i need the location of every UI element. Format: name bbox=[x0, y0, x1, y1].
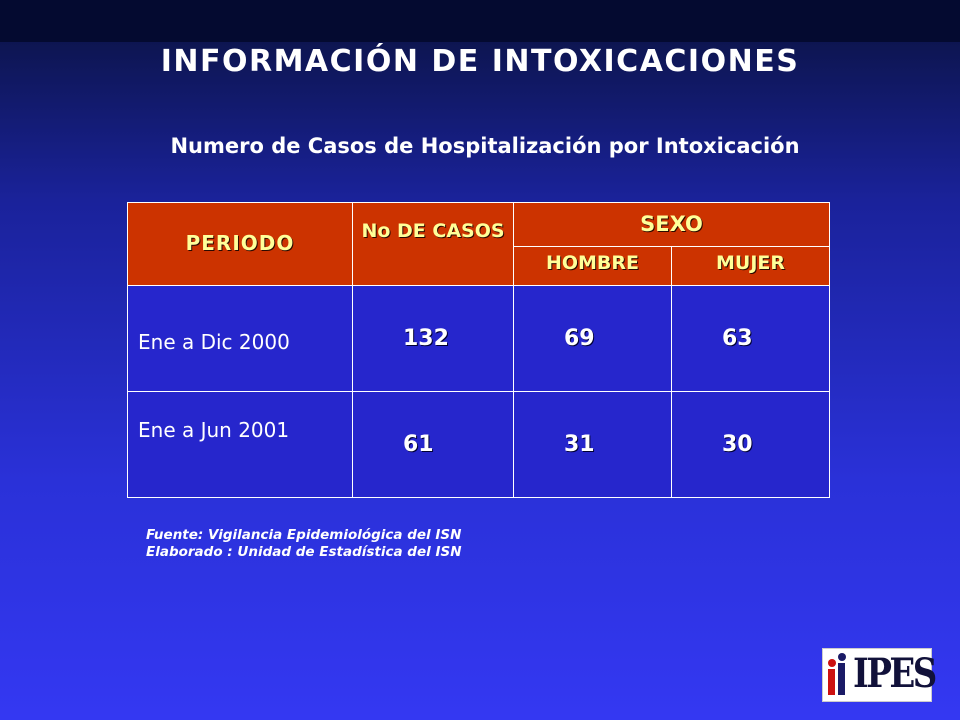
slide-title: INFORMACIÓN DE INTOXICACIONES bbox=[160, 44, 800, 79]
table-row: Ene a Dic 2000 132 69 63 bbox=[127, 285, 830, 392]
header-sexo: SEXO bbox=[513, 202, 830, 247]
header-mujer: MUJER bbox=[671, 245, 830, 287]
header-periodo: PERIODO bbox=[127, 202, 353, 286]
cell-hombre: 31 bbox=[513, 391, 672, 498]
cell-casos: 61 bbox=[352, 391, 514, 498]
slide-subtitle: Numero de Casos de Hospitalización por I… bbox=[170, 134, 800, 158]
header-row: PERIODO No DE CASOS SEXO bbox=[127, 202, 830, 286]
ipes-logo: IPES bbox=[822, 648, 937, 702]
source-notes: Fuente: Vigilancia Epidemiológica del IS… bbox=[146, 527, 462, 561]
cell-mujer: 63 bbox=[671, 285, 830, 392]
cell-periodo: Ene a Dic 2000 bbox=[127, 285, 353, 392]
prepared-by-line: Elaborado : Unidad de Estadística del IS… bbox=[146, 544, 462, 560]
header-hombre: HOMBRE bbox=[513, 245, 672, 287]
subheader-row: HOMBRE MUJER bbox=[128, 245, 830, 287]
logo-text: IPES bbox=[853, 650, 937, 697]
cell-hombre: 69 bbox=[513, 285, 672, 392]
top-band bbox=[0, 0, 960, 42]
table-row: Ene a Jun 2001 61 31 30 bbox=[127, 391, 830, 498]
header-casos: No DE CASOS bbox=[352, 202, 514, 286]
cell-mujer: 30 bbox=[671, 391, 830, 498]
source-line: Fuente: Vigilancia Epidemiológica del IS… bbox=[146, 527, 462, 543]
logo-figures-icon bbox=[828, 653, 854, 695]
intoxication-table: PERIODO No DE CASOS SEXO HOMBRE MUJER En… bbox=[127, 202, 830, 498]
cell-casos: 132 bbox=[352, 285, 514, 392]
cell-periodo: Ene a Jun 2001 bbox=[127, 391, 353, 498]
